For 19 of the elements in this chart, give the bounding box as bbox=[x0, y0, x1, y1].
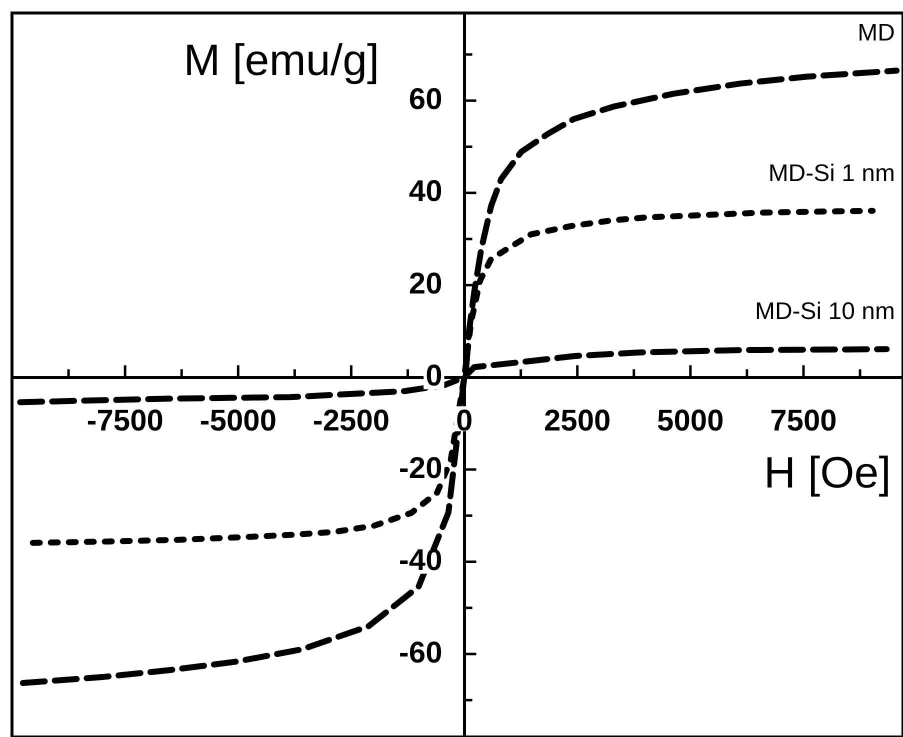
x-tick-label: 2500 bbox=[544, 404, 611, 438]
series-label: MD-Si 1 nm bbox=[768, 160, 895, 187]
y-tick-label: -40 bbox=[398, 544, 442, 578]
x-tick-label: 5000 bbox=[657, 404, 724, 438]
y-tick-label: 60 bbox=[408, 82, 442, 116]
series-label: MD bbox=[858, 20, 895, 47]
y-tick-label: 0 bbox=[426, 360, 442, 393]
x-tick-label: -7500 bbox=[86, 404, 164, 438]
x-axis-title: H [Oe] bbox=[764, 448, 891, 498]
x-tick-label: 0 bbox=[456, 404, 473, 438]
y-tick-label: -20 bbox=[398, 452, 442, 485]
x-tick-label: 7500 bbox=[770, 404, 837, 438]
y-tick-label: -60 bbox=[398, 636, 442, 670]
y-axis-title: M [emu/g] bbox=[184, 36, 380, 85]
series-label: MD-Si 10 nm bbox=[754, 298, 895, 326]
x-tick-label: -2500 bbox=[312, 404, 390, 438]
y-tick-label: 40 bbox=[408, 175, 442, 208]
x-tick-label: -5000 bbox=[200, 404, 277, 438]
y-tick-label: 20 bbox=[408, 267, 442, 300]
